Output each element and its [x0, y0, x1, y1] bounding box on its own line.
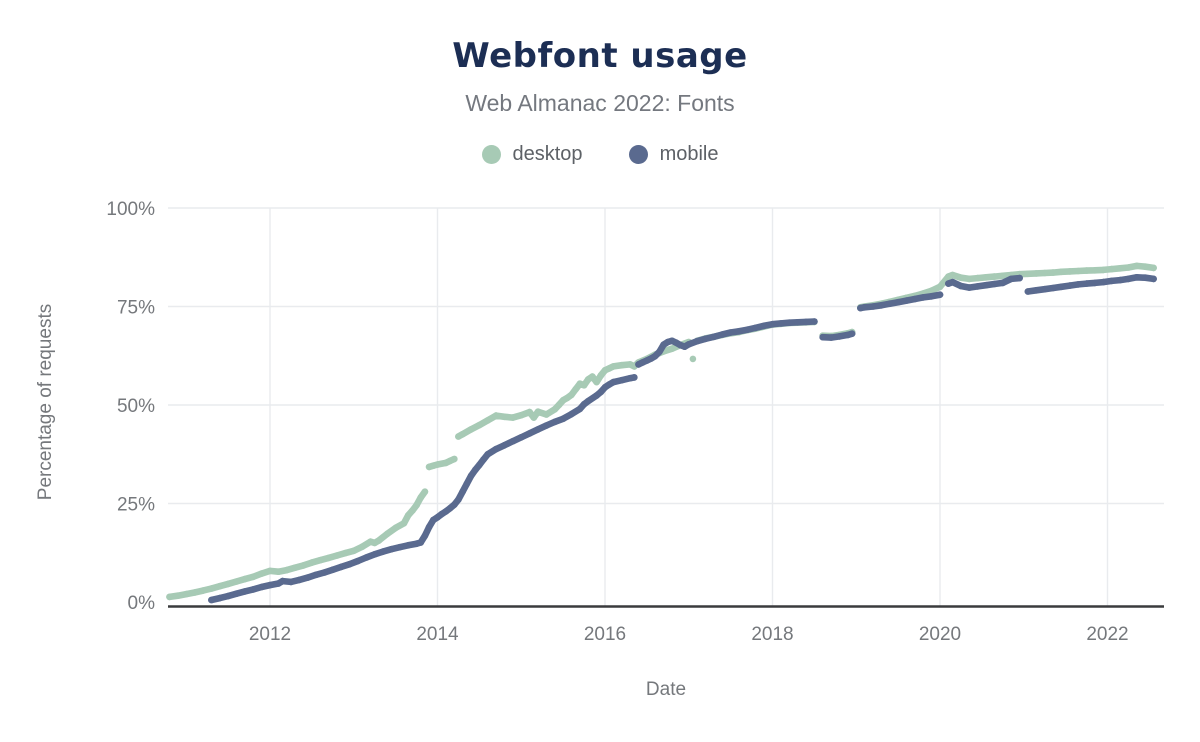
mobile-series [208, 274, 1157, 604]
legend-item-desktop[interactable]: desktop [481, 143, 583, 166]
svg-text:2020: 2020 [919, 624, 961, 645]
x-axis-label: Date [645, 679, 687, 700]
svg-text:0%: 0% [128, 593, 156, 614]
desktop-series-dot-icon [481, 145, 501, 164]
legend-item-mobile[interactable]: mobile [628, 143, 719, 166]
svg-text:2022: 2022 [1086, 624, 1128, 645]
legend: desktop mobile [0, 143, 1200, 166]
svg-text:100%: 100% [106, 199, 155, 220]
svg-text:2014: 2014 [416, 624, 459, 645]
legend-label-desktop: desktop [512, 143, 583, 165]
svg-text:2016: 2016 [584, 624, 626, 645]
x-tick-labels: 2012 2014 2016 2018 2020 2022 [249, 624, 1129, 645]
svg-text:75%: 75% [117, 298, 155, 319]
gridlines [168, 207, 1164, 606]
chart-title: Webfont usage [452, 36, 748, 76]
desktop-series [166, 262, 1157, 601]
svg-text:50%: 50% [117, 396, 155, 417]
svg-text:2018: 2018 [751, 624, 793, 645]
chart-subtitle: Web Almanac 2022: Fonts [465, 90, 735, 116]
y-tick-labels: 0% 25% 50% 75% 100% [106, 199, 155, 614]
svg-text:2012: 2012 [249, 624, 291, 645]
svg-text:25%: 25% [117, 495, 155, 516]
legend-label-mobile: mobile [659, 143, 719, 165]
mobile-series-dot-icon [628, 145, 648, 164]
